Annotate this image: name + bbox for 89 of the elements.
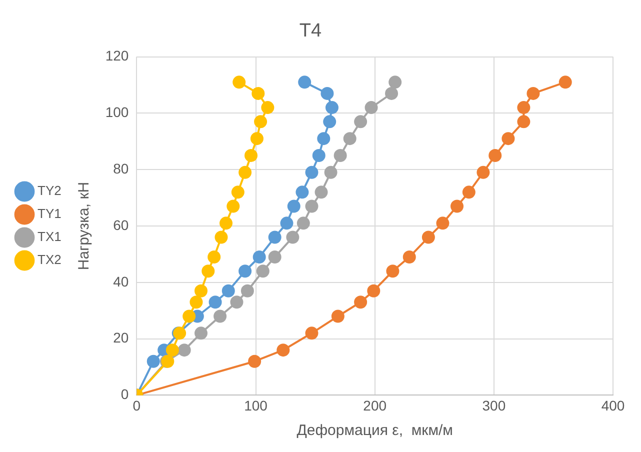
y-tick-label: 60 (113, 216, 129, 233)
point (476, 166, 490, 179)
legend-label: TX2 (38, 252, 62, 268)
point (462, 186, 476, 199)
y-tick-label: 20 (113, 330, 129, 346)
point (364, 101, 378, 114)
point (354, 296, 368, 309)
point (320, 86, 334, 100)
y-tick-label: 40 (113, 273, 129, 290)
legend-label: TY1 (38, 206, 62, 222)
point (305, 166, 318, 179)
point (517, 101, 530, 114)
point (286, 230, 300, 244)
point (354, 115, 368, 128)
y-tick-label: 120 (105, 48, 129, 64)
y-axis-title: Нагрузка, кН (75, 182, 92, 270)
point (276, 344, 290, 357)
y-tick-label: 100 (105, 104, 129, 120)
x-tick-label: 200 (363, 397, 387, 414)
point (305, 200, 318, 213)
point (238, 264, 252, 278)
point (146, 354, 160, 368)
point (222, 284, 235, 298)
legend-label: TY2 (38, 183, 62, 198)
point (261, 101, 274, 114)
chart-title: T4 (299, 20, 322, 42)
point (287, 200, 300, 213)
point (256, 264, 270, 278)
point (240, 284, 254, 298)
point (386, 264, 400, 278)
point (178, 344, 191, 357)
point (325, 101, 338, 114)
point (214, 310, 227, 323)
point (214, 230, 228, 244)
y-tick-label: 0 (120, 386, 129, 402)
point (517, 115, 530, 128)
point (208, 296, 222, 309)
point (296, 186, 309, 199)
x-tick-label: 300 (482, 397, 506, 414)
point (296, 216, 310, 230)
point (324, 166, 338, 179)
point (202, 264, 215, 278)
x-axis-title: Деформация ε, мкм/м (296, 422, 454, 440)
point (208, 250, 221, 264)
point (232, 76, 246, 89)
point (422, 230, 435, 244)
point (317, 132, 330, 146)
point (254, 115, 268, 128)
x-tick-label: 400 (601, 397, 625, 414)
point (312, 149, 326, 162)
point (252, 250, 266, 264)
point (502, 132, 515, 146)
point (314, 186, 328, 199)
legend-label: TX1 (38, 229, 62, 244)
point (450, 200, 464, 213)
point (385, 86, 398, 100)
point (231, 186, 244, 199)
point (182, 310, 196, 323)
point (194, 284, 208, 298)
point (244, 149, 258, 162)
point (436, 216, 450, 230)
point (334, 149, 347, 162)
point (268, 250, 282, 264)
point (166, 344, 179, 357)
point (220, 216, 233, 230)
point (343, 132, 356, 146)
point (305, 326, 318, 340)
point (402, 250, 416, 264)
x-tick-label: 0 (132, 397, 141, 414)
point (388, 76, 402, 89)
y-tick-label: 80 (113, 160, 129, 176)
point (526, 86, 540, 100)
point (238, 166, 252, 179)
point (230, 296, 244, 309)
point (194, 326, 208, 340)
point (558, 76, 572, 89)
point (250, 132, 264, 146)
point (248, 354, 262, 368)
point (226, 200, 240, 213)
point (252, 86, 265, 100)
point (323, 115, 336, 128)
point (280, 216, 294, 230)
x-tick-label: 100 (244, 397, 268, 414)
point (367, 284, 380, 298)
point (298, 76, 312, 89)
point (488, 149, 502, 162)
point (268, 230, 282, 244)
point (190, 296, 203, 309)
point (331, 310, 344, 323)
